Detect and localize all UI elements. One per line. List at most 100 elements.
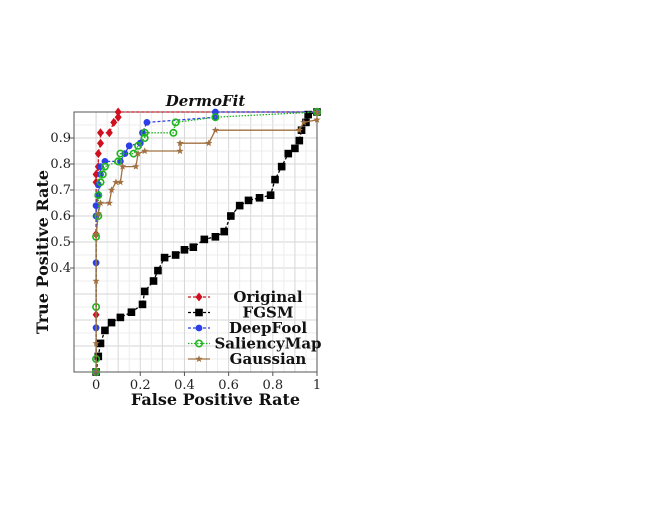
series-line-gaussian: [95, 112, 318, 372]
data-point-gaussian: [118, 162, 127, 170]
data-point-deepfool: [94, 191, 102, 199]
x-tick-label: 0.2: [130, 378, 151, 393]
data-point-gaussian: [211, 126, 219, 134]
data-point-fgsm: [200, 235, 209, 244]
data-point-saliencymap: [116, 149, 125, 158]
legend-item-original: Original: [188, 288, 303, 306]
data-point-saliencymap: [140, 134, 149, 143]
y-tick-label: 0.6: [50, 209, 71, 224]
data-point-gaussian: [141, 147, 149, 155]
data-point-fgsm: [138, 300, 147, 309]
data-point-fgsm: [107, 318, 116, 327]
y-tick-label: 0.7: [50, 183, 71, 198]
data-point-original: [114, 107, 122, 117]
data-point-fgsm: [297, 126, 306, 134]
data-point-fgsm: [140, 287, 149, 296]
data-point-gaussian: [105, 199, 113, 207]
data-point-fgsm: [295, 136, 304, 145]
legend-swatch-marker: [195, 308, 203, 317]
legend-item-deepfool: DeepFool: [188, 319, 307, 337]
data-point-original: [97, 128, 105, 138]
y-tick-label: 0.9: [50, 131, 71, 146]
data-point-fgsm: [127, 308, 136, 316]
data-point-gaussian: [94, 209, 102, 217]
data-point-saliencymap: [211, 113, 220, 122]
legend-label: Original: [233, 288, 302, 306]
data-point-gaussian: [96, 199, 105, 207]
data-point-fgsm: [171, 251, 180, 259]
data-point-original: [92, 169, 100, 179]
data-point-gaussian: [107, 186, 116, 194]
data-point-fgsm: [291, 144, 299, 153]
x-axis-title: False Positive Rate: [131, 390, 300, 409]
data-point-fgsm: [180, 246, 189, 254]
data-point-gaussian: [92, 230, 100, 238]
legend-swatch-marker: [195, 292, 203, 302]
data-point-gaussian: [134, 149, 142, 157]
data-point-fgsm: [101, 326, 109, 335]
data-point-fgsm: [227, 212, 235, 220]
data-point-fgsm: [116, 313, 125, 322]
data-point-fgsm: [154, 266, 162, 275]
data-point-original: [97, 138, 105, 148]
data-point-fgsm: [189, 243, 198, 251]
data-point-fgsm: [284, 149, 293, 158]
legend-item-fgsm: FGSM: [188, 304, 293, 322]
y-axis-title: True Positive Rate: [33, 170, 52, 334]
data-point-gaussian: [112, 178, 120, 186]
legend-swatch-marker: [195, 355, 203, 363]
data-point-fgsm: [271, 175, 279, 184]
legend-item-gaussian: Gaussian: [188, 350, 306, 368]
data-point-gaussian: [300, 118, 308, 126]
data-point-gaussian: [92, 368, 100, 376]
data-point-saliencymap: [94, 191, 103, 200]
data-point-gaussian: [176, 147, 184, 155]
data-point-gaussian: [313, 116, 321, 123]
y-tick-label: 0.8: [50, 157, 71, 172]
data-point-gaussian: [92, 277, 100, 285]
data-point-fgsm: [160, 253, 169, 262]
data-point-original: [114, 112, 122, 122]
tick-labels: 0 0.2 0.4 0.6 0.8 1 0.4 0.5 0.6 0.7 0.8 0.9: [50, 131, 321, 393]
data-point-saliencymap: [96, 178, 105, 187]
data-point-saliencymap: [171, 118, 180, 127]
data-point-fgsm: [220, 227, 229, 236]
data-point-original: [94, 149, 102, 159]
data-point-gaussian: [92, 339, 100, 347]
data-point-saliencymap: [134, 141, 143, 150]
data-point-saliencymap: [100, 162, 109, 171]
data-point-fgsm: [244, 196, 253, 205]
data-point-saliencymap: [114, 157, 123, 166]
legend-swatch-marker: [195, 324, 203, 332]
data-point-saliencymap: [140, 128, 149, 137]
data-point-original: [105, 128, 113, 138]
data-point-deepfool: [125, 142, 133, 150]
y-tick-label: 0.5: [50, 235, 71, 250]
data-point-gaussian: [132, 162, 140, 170]
data-point-fgsm: [266, 191, 275, 199]
data-point-saliencymap: [169, 128, 178, 137]
legend-label: FGSM: [243, 304, 294, 322]
data-point-fgsm: [149, 277, 158, 285]
data-point-gaussian: [116, 178, 124, 186]
x-tick-label: 1: [313, 378, 321, 393]
series-gaussian: [92, 108, 321, 376]
data-point-fgsm: [235, 201, 244, 210]
y-tick-label: 0.4: [50, 261, 71, 276]
legend-item-saliencymap: SaliencyMap: [188, 335, 322, 353]
x-tick-label: 0.8: [262, 378, 283, 393]
data-point-gaussian: [176, 139, 184, 147]
data-point-gaussian: [313, 108, 321, 116]
data-point-gaussian: [295, 126, 303, 134]
data-point-fgsm: [277, 162, 286, 171]
chart-title: DermoFit: [165, 92, 246, 110]
data-point-fgsm: [211, 233, 220, 241]
data-point-fgsm: [255, 194, 264, 202]
data-point-deepfool: [143, 119, 151, 126]
data-point-saliencymap: [98, 170, 107, 179]
legend-label: Gaussian: [230, 350, 307, 368]
x-tick-label: 0.4: [174, 378, 195, 393]
